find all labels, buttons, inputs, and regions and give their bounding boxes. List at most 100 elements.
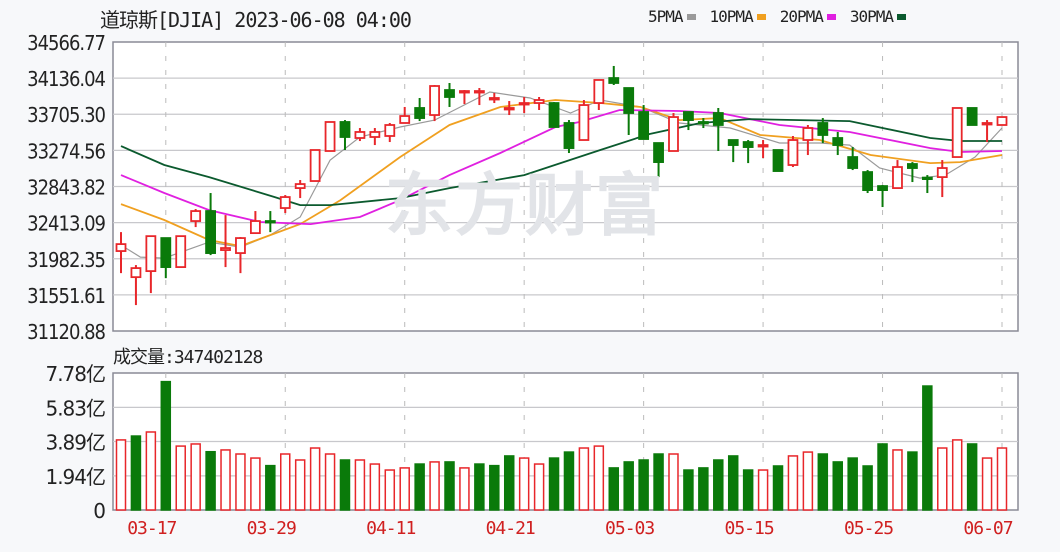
candle	[548, 102, 560, 128]
candle	[235, 237, 246, 274]
candle-body	[160, 237, 172, 268]
candle-body	[578, 104, 590, 141]
candle	[175, 235, 187, 268]
volume-tick-label: 1.94亿	[45, 465, 105, 489]
volume-bar	[354, 459, 366, 511]
date-tick-label: 05-25	[844, 518, 893, 539]
volume-bar	[877, 443, 888, 511]
candle	[220, 215, 231, 268]
date-tick-label: 04-11	[366, 518, 415, 539]
candle	[921, 175, 933, 194]
volume-bar	[339, 459, 351, 511]
legend-swatch	[756, 13, 766, 20]
legend-label: 20PMA	[779, 7, 824, 26]
candle-body	[339, 121, 351, 138]
candle-body	[847, 156, 859, 169]
volume-title: 成交量:347402128	[113, 347, 263, 368]
candle	[981, 120, 993, 143]
candle	[638, 105, 650, 140]
candle	[145, 235, 157, 294]
volume-bar	[459, 467, 470, 511]
volume-bar	[414, 463, 425, 511]
price-tick-label: 34566.77	[27, 31, 105, 55]
volume-bar	[847, 457, 858, 511]
volume-bar	[713, 459, 724, 511]
volume-bar	[384, 469, 396, 511]
legend-label: 5PMA	[648, 7, 684, 26]
volume-bar	[668, 453, 679, 511]
volume-bar	[787, 455, 799, 511]
price-tick-label: 33705.30	[27, 103, 105, 127]
volume-bar	[175, 445, 186, 511]
volume-bar	[280, 453, 291, 511]
candle	[623, 87, 635, 135]
candle	[533, 96, 545, 110]
legend-item-5pma: 5PMA	[648, 7, 696, 26]
candle-body	[354, 131, 366, 139]
candle	[907, 162, 918, 183]
candle	[847, 147, 859, 171]
candle	[742, 140, 754, 164]
candle	[787, 135, 799, 168]
legend-label: 30PMA	[849, 7, 894, 26]
candle-body	[369, 131, 381, 138]
candle	[593, 79, 605, 110]
candle-body	[921, 176, 933, 180]
candle-body	[279, 196, 291, 209]
candle	[205, 193, 216, 256]
volume-bar	[653, 453, 664, 511]
candle	[160, 237, 172, 279]
candle-body	[907, 163, 918, 169]
candle	[668, 113, 679, 152]
candle	[877, 185, 888, 208]
volume-bar	[608, 467, 620, 511]
volume-tick-label: 7.78亿	[45, 362, 105, 386]
price-tick-label: 33274.56	[27, 139, 105, 163]
candle	[459, 90, 470, 105]
candle	[757, 140, 769, 159]
candle-body	[996, 116, 1008, 126]
candle	[294, 180, 306, 199]
candle	[414, 98, 426, 122]
candle-body	[593, 79, 605, 104]
date-tick-label: 06-07	[963, 518, 1012, 539]
volume-bar	[489, 464, 500, 511]
volume-bar	[772, 465, 784, 511]
candle	[817, 118, 829, 144]
candle	[399, 106, 411, 124]
candle	[488, 92, 500, 104]
candle	[190, 209, 202, 228]
candle	[249, 211, 261, 235]
volume-bar	[981, 457, 993, 511]
volume-bar	[503, 455, 515, 511]
candle	[264, 211, 276, 233]
volume-bar	[817, 453, 829, 511]
candle-body	[697, 121, 709, 125]
candle-body	[936, 167, 948, 178]
price-tick-label: 31982.35	[27, 248, 105, 272]
volume-bar	[548, 457, 560, 511]
ma-line-10pma	[120, 99, 1003, 248]
candle-body	[966, 107, 978, 126]
date-tick-label: 03-29	[247, 518, 296, 539]
candle-body	[892, 166, 903, 189]
legend-item-30pma: 30PMA	[849, 7, 907, 26]
candle-body	[384, 124, 396, 137]
candle	[518, 96, 530, 114]
candle	[324, 121, 336, 152]
volume-bar	[563, 451, 575, 511]
date-tick-label: 05-15	[724, 518, 773, 539]
volume-bar	[742, 469, 754, 511]
volume-bar	[937, 447, 948, 511]
volume-bar	[518, 457, 530, 511]
candle	[772, 149, 784, 172]
candle	[309, 149, 321, 182]
candle	[727, 139, 739, 163]
candle	[966, 107, 978, 126]
legend-swatch	[686, 13, 696, 20]
volume-bar	[205, 450, 216, 511]
candle-body	[294, 183, 306, 189]
candle-body	[429, 85, 440, 116]
volume-bar	[235, 453, 246, 511]
